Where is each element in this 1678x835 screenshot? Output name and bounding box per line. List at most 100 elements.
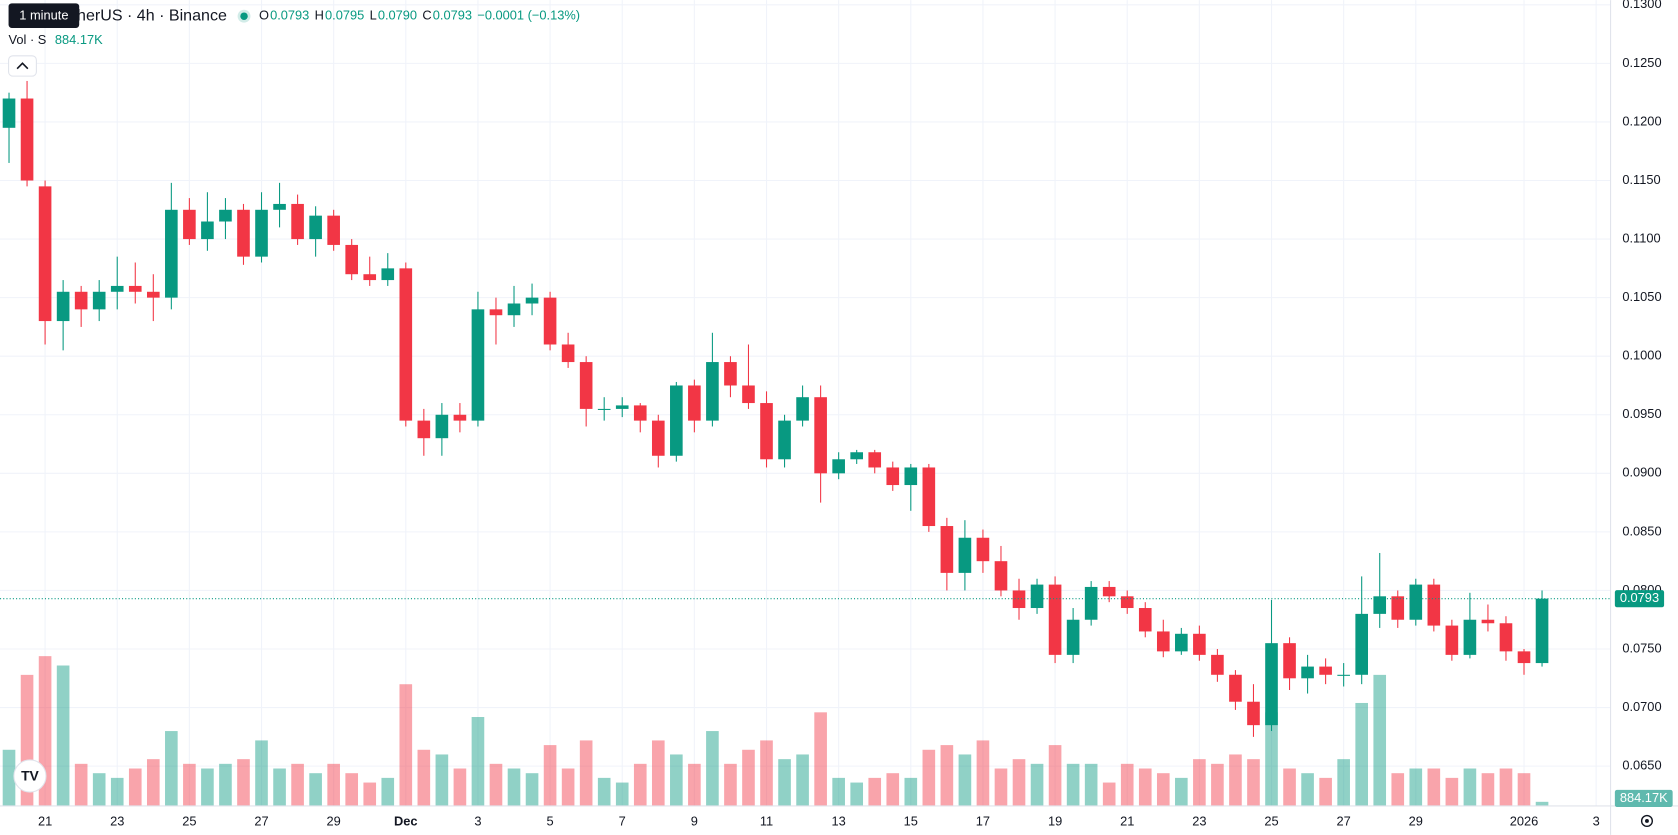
volume-bar [1373,674,1387,806]
candle-body [56,291,70,322]
volume-bar [128,768,142,806]
x-tick-label: 29 [1409,813,1423,828]
volume-bar [1102,782,1116,806]
volume-bar [651,740,665,806]
ohlc-key: L [370,8,377,23]
candle-body [1012,590,1026,609]
volume-bar [1319,777,1332,806]
candle-body [471,309,485,421]
candle-body [868,452,882,468]
volume-bar [543,745,557,806]
volume-bar [363,782,377,806]
candle-body [1535,598,1549,664]
candle-body [92,291,106,310]
volume-bar [1301,773,1314,806]
x-tick-label: 2026 [1510,813,1539,828]
volume-bar [633,763,647,806]
volume-bar [1156,773,1170,806]
last-price-label: 0.0793 [1620,590,1659,605]
status-dot [240,12,248,20]
volume-bar [219,763,232,806]
candle-body [1463,619,1477,655]
ohlc-value: 0.0793 [270,8,309,23]
logo[interactable] [13,759,47,793]
candle-body [381,268,395,281]
volume-bar [1337,759,1350,806]
volume-bar [922,749,936,806]
volume-bar [688,763,701,806]
volume-bar [507,768,521,806]
candle-body [1445,625,1459,655]
volume-bar [183,763,196,806]
settings-icon[interactable] [1640,814,1654,827]
candle-body [904,467,918,486]
volume-bar [345,773,359,806]
candle-body [74,291,88,310]
candle-body [1337,674,1350,676]
y-tick-label: 0.0650 [1622,758,1661,773]
volume-bar [940,745,954,806]
candle-body [940,526,954,573]
x-tick-label: 5 [547,813,554,828]
chevron-icon [16,62,29,70]
ohlc-key: O [259,8,269,23]
candle-body [183,209,196,240]
volume-bar [1283,768,1296,806]
volume-bar [778,759,791,806]
volume-bar [74,763,88,806]
candle-body [832,459,845,474]
candle-body [543,297,557,345]
y-tick-label: 0.0750 [1622,640,1661,655]
candle-body [597,408,611,410]
logo-mark: TV [21,768,39,784]
ohlc-value: 0.0790 [378,8,417,23]
candle-body [128,285,142,292]
candle-body [1066,619,1080,655]
candle-body [417,420,431,439]
candle-body [2,98,16,128]
volume-bar [1193,759,1206,806]
candle-body [489,309,503,316]
candle-body [814,397,827,474]
candle-body [507,303,521,316]
x-tick-label: 7 [619,813,626,828]
candle-body [201,221,214,240]
volume-layer [2,656,1549,806]
volume-bar [832,777,845,806]
y-tick-label: 0.0700 [1622,699,1661,714]
x-tick-label: 23 [1192,813,1206,828]
candle-body [399,268,413,421]
volume-bar [1355,702,1369,806]
candle-body [1138,608,1152,632]
volume-bar [958,754,972,806]
price-change: −0.0001 (−0.13%) [477,8,580,23]
candle-body [1283,643,1296,679]
volume-bar [1138,768,1152,806]
candle-body [146,291,160,298]
y-tick-label: 0.1000 [1622,348,1661,363]
candle-body [886,467,900,486]
volume-bar [2,749,16,806]
volume-bar [1427,768,1441,806]
volume-bar [56,665,70,806]
candle-body [670,385,683,456]
candle-body [1175,633,1188,652]
volume-bar [706,731,719,806]
candle-body [1120,596,1134,609]
volume-bar [453,768,467,806]
symbol-title: herUS · 4h · Binance [77,6,227,24]
volume-bar [471,717,485,806]
candle-body [688,385,701,421]
volume-bar [1066,763,1080,806]
x-tick-label: 9 [691,813,698,828]
volume-bar [1535,801,1549,806]
y-tick-label: 0.1050 [1622,289,1661,304]
volume-bar [417,749,431,806]
collapse-button[interactable] [8,55,37,77]
volume-bar [1409,768,1423,806]
volume-bar [886,773,900,806]
volume-bar [327,763,340,806]
candle-body [958,537,972,573]
candle-body [1355,613,1369,675]
candle-body [760,403,773,460]
